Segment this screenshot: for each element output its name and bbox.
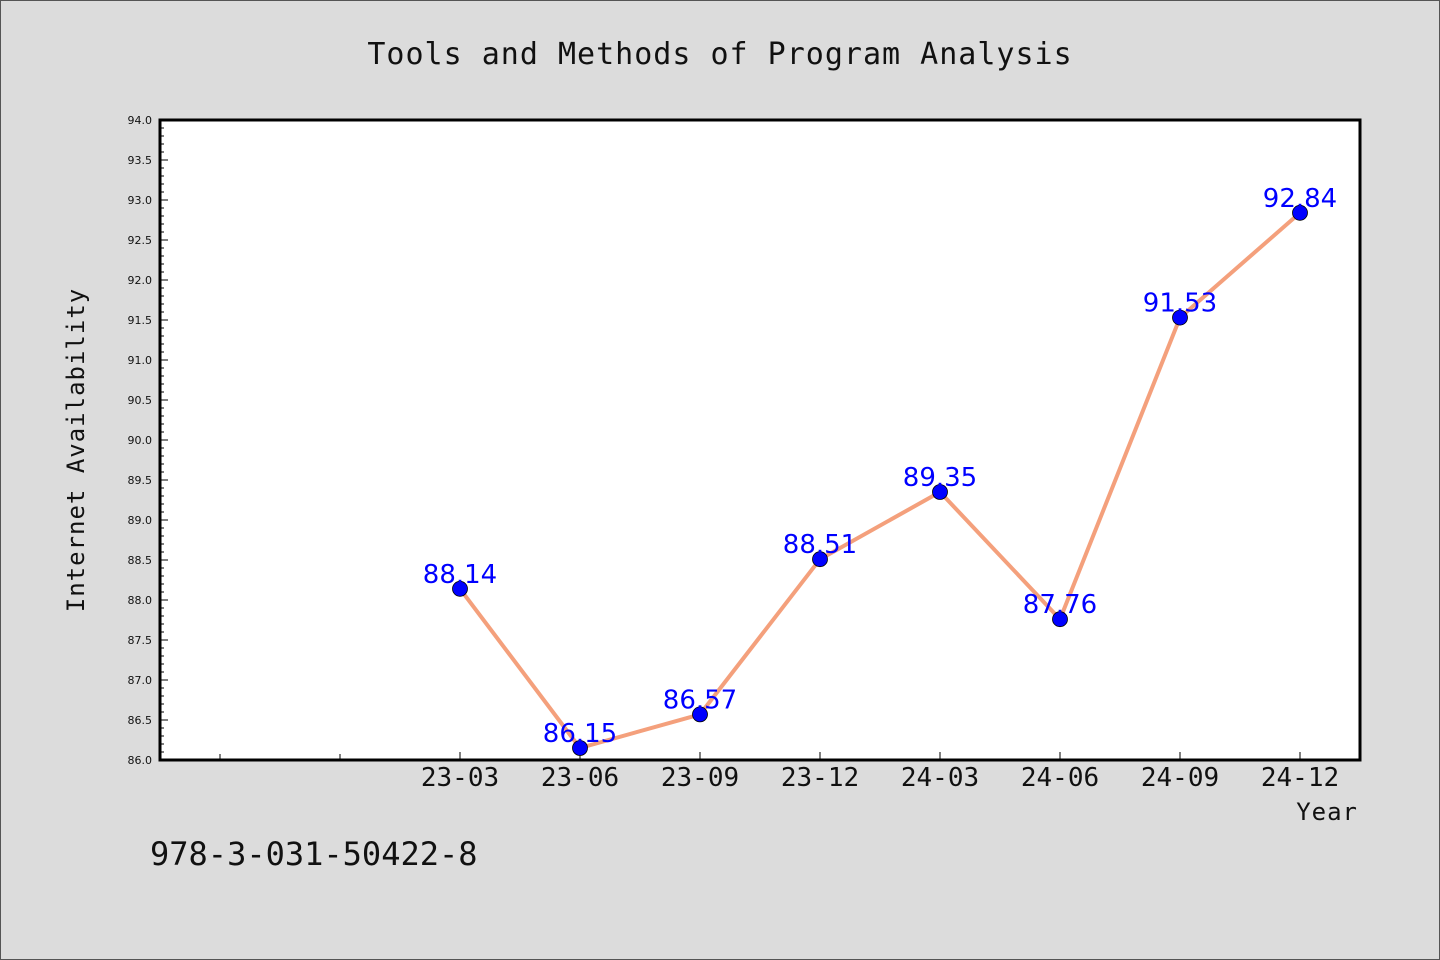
x-tick-label: 23-03: [421, 763, 499, 793]
x-tick-label: 23-12: [781, 763, 859, 793]
data-label: 86.15: [543, 719, 617, 749]
chart-title: Tools and Methods of Program Analysis: [367, 37, 1072, 72]
y-axis-label: Internet Availability: [62, 288, 90, 612]
x-tick-label: 23-09: [661, 763, 739, 793]
y-tick-label: 90.0: [128, 434, 153, 447]
x-tick-label: 24-03: [901, 763, 979, 793]
x-tick-label: 24-06: [1021, 763, 1099, 793]
y-tick-label: 89.5: [128, 474, 153, 487]
data-label: 89.35: [903, 463, 977, 493]
y-tick-label: 92.5: [128, 234, 153, 247]
series-polyline: [458, 211, 1302, 750]
data-point: [1292, 204, 1308, 221]
y-tick-label: 93.0: [128, 194, 153, 207]
y-tick-label: 93.5: [128, 154, 153, 167]
series-markers: [452, 204, 1308, 756]
series-line: [458, 211, 1302, 750]
y-tick-label: 87.0: [128, 674, 153, 687]
x-axis-label: Year: [1296, 798, 1358, 826]
y-tick-label: 91.0: [128, 354, 153, 367]
data-label: 88.14: [423, 560, 497, 590]
y-tick-label: 88.0: [128, 594, 153, 607]
data-point: [1052, 611, 1068, 628]
x-axis: 23-03 23-06 23-09 23-12 24-03 24-06 24-09 24-12: [219, 752, 1339, 793]
footer-isbn: 978-3-031-50422-8: [150, 835, 478, 873]
data-point: [1172, 309, 1188, 326]
x-tick-label: 23-06: [541, 763, 619, 793]
x-tick-label: 24-09: [1141, 763, 1219, 793]
data-label: 88.51: [783, 530, 857, 560]
y-tick-label: 86.0: [128, 754, 153, 767]
y-tick-label: 89.0: [128, 514, 153, 527]
data-point: [452, 580, 468, 597]
data-point: [812, 551, 828, 568]
y-axis: 86.0 86.5 87.0 87.5 88.0 88.5 89.0 89.5 90.0 90.5…: [128, 114, 168, 767]
y-tick-label: 86.5: [128, 714, 153, 727]
data-label: 86.57: [663, 685, 737, 715]
x-tick-label: 24-12: [1261, 763, 1339, 793]
y-tick-label: 92.0: [128, 274, 153, 287]
data-label: 92.84: [1263, 184, 1337, 214]
data-point: [932, 484, 948, 500]
data-label: 91.53: [1143, 289, 1217, 319]
y-tick-label: 88.5: [128, 554, 153, 567]
data-point: [692, 706, 708, 723]
y-tick-label: 91.5: [128, 314, 153, 327]
y-tick-label: 94.0: [128, 114, 153, 127]
plot-area: [158, 118, 1362, 762]
data-label: 87.76: [1023, 590, 1097, 620]
y-tick-label: 90.5: [128, 394, 153, 407]
y-tick-label: 87.5: [128, 634, 153, 647]
data-labels: 88.14 86.15 86.57 88.51 89.35 87.76 91.53 92.84: [423, 184, 1337, 749]
data-point: [572, 740, 588, 756]
